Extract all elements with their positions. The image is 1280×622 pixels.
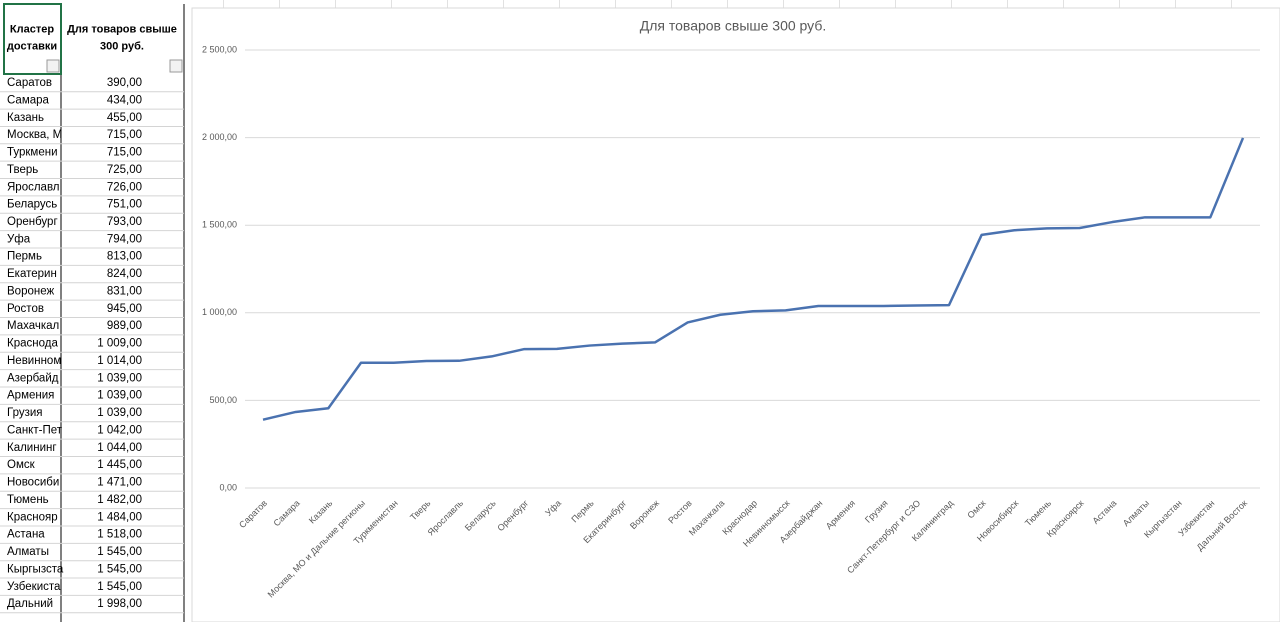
line — [262, 137, 1245, 421]
cell: 989,00 — [107, 320, 142, 332]
cell: 751,00 — [107, 199, 142, 211]
cell: 1 039,00 — [97, 372, 142, 384]
cell: Краснояр — [7, 511, 58, 523]
cell: Армения — [7, 390, 54, 402]
cell: Краснода — [7, 338, 58, 350]
cell: 1 545,00 — [97, 563, 142, 575]
cell: 1 998,00 — [97, 598, 142, 610]
cell: Екатерин — [7, 268, 57, 280]
cell: Оренбург — [7, 216, 58, 228]
cell: Воронеж — [7, 285, 54, 297]
y-tick-label: 1 500,00 — [202, 220, 237, 230]
cell: Санкт-Пет — [7, 424, 63, 436]
cell: 1 545,00 — [97, 581, 142, 593]
cell: 1 044,00 — [97, 442, 142, 454]
y-tick-label: 2 000,00 — [202, 132, 237, 142]
cell: 831,00 — [107, 285, 142, 297]
cell: Калининг — [7, 442, 57, 454]
cell: 715,00 — [107, 129, 142, 141]
cell: 1 042,00 — [97, 424, 142, 436]
cell: Астана — [7, 529, 45, 541]
cell: 793,00 — [107, 216, 142, 228]
y-tick-label: 1 000,00 — [202, 307, 237, 317]
filter-button[interactable] — [169, 59, 183, 73]
cell: Самара — [7, 94, 50, 106]
cell: Кыргызста — [7, 563, 64, 575]
cell: Дальний — [7, 598, 53, 610]
cell: Туркмени — [7, 147, 58, 159]
cell: Казань — [7, 112, 44, 124]
cell: 1 518,00 — [97, 529, 142, 541]
chart-title: Для товаров свыше 300 руб. — [640, 18, 826, 34]
cell: 824,00 — [107, 268, 142, 280]
cell: 726,00 — [107, 181, 142, 193]
cell: 1 482,00 — [97, 494, 142, 506]
cell: Ярославл — [7, 181, 60, 193]
cell: 390,00 — [107, 77, 142, 89]
cell: 434,00 — [107, 94, 142, 106]
cell: 725,00 — [107, 164, 142, 176]
cell: 1 039,00 — [97, 407, 142, 419]
cell: 1 545,00 — [97, 546, 142, 558]
cell: Махачкал — [7, 320, 59, 332]
cell: 715,00 — [107, 147, 142, 159]
y-tick-label: 2 500,00 — [202, 44, 237, 54]
cell: 1 484,00 — [97, 511, 142, 523]
cell: 813,00 — [107, 251, 142, 263]
cell: Пермь — [7, 251, 42, 263]
cell: 1 014,00 — [97, 355, 142, 367]
cell: Омск — [7, 459, 36, 471]
cell: 1 039,00 — [97, 390, 142, 402]
y-tick-label: 0,00 — [219, 482, 237, 492]
cell: Москва, М — [7, 129, 62, 141]
cell: 1 471,00 — [97, 477, 142, 489]
cell: 455,00 — [107, 112, 142, 124]
cell: Беларусь — [7, 199, 57, 211]
cell: Новосиби — [7, 477, 59, 489]
filter-button[interactable] — [46, 59, 60, 73]
cell: Азербайд — [7, 372, 59, 384]
cell: Ростов — [7, 303, 44, 315]
cell: Уфа — [7, 233, 31, 245]
header-cell: Для товаров свыше 300 руб. — [67, 23, 177, 52]
cell: 1 009,00 — [97, 338, 142, 350]
cell: Алматы — [7, 546, 49, 558]
cell: Тверь — [7, 164, 38, 176]
cell: Саратов — [7, 77, 52, 89]
cell: 794,00 — [107, 233, 142, 245]
header-cell: Кластер доставки — [7, 23, 57, 52]
cell: Тюмень — [7, 494, 49, 506]
cell: 1 445,00 — [97, 459, 142, 471]
cell: Невинном — [7, 355, 61, 367]
chart-area — [191, 7, 1280, 622]
cell: 945,00 — [107, 303, 142, 315]
cell: Грузия — [7, 407, 43, 419]
y-tick-label: 500,00 — [209, 395, 237, 405]
table-bg — [0, 0, 190, 622]
cell: Узбекиста — [7, 581, 61, 593]
selected-cell — [3, 3, 62, 75]
